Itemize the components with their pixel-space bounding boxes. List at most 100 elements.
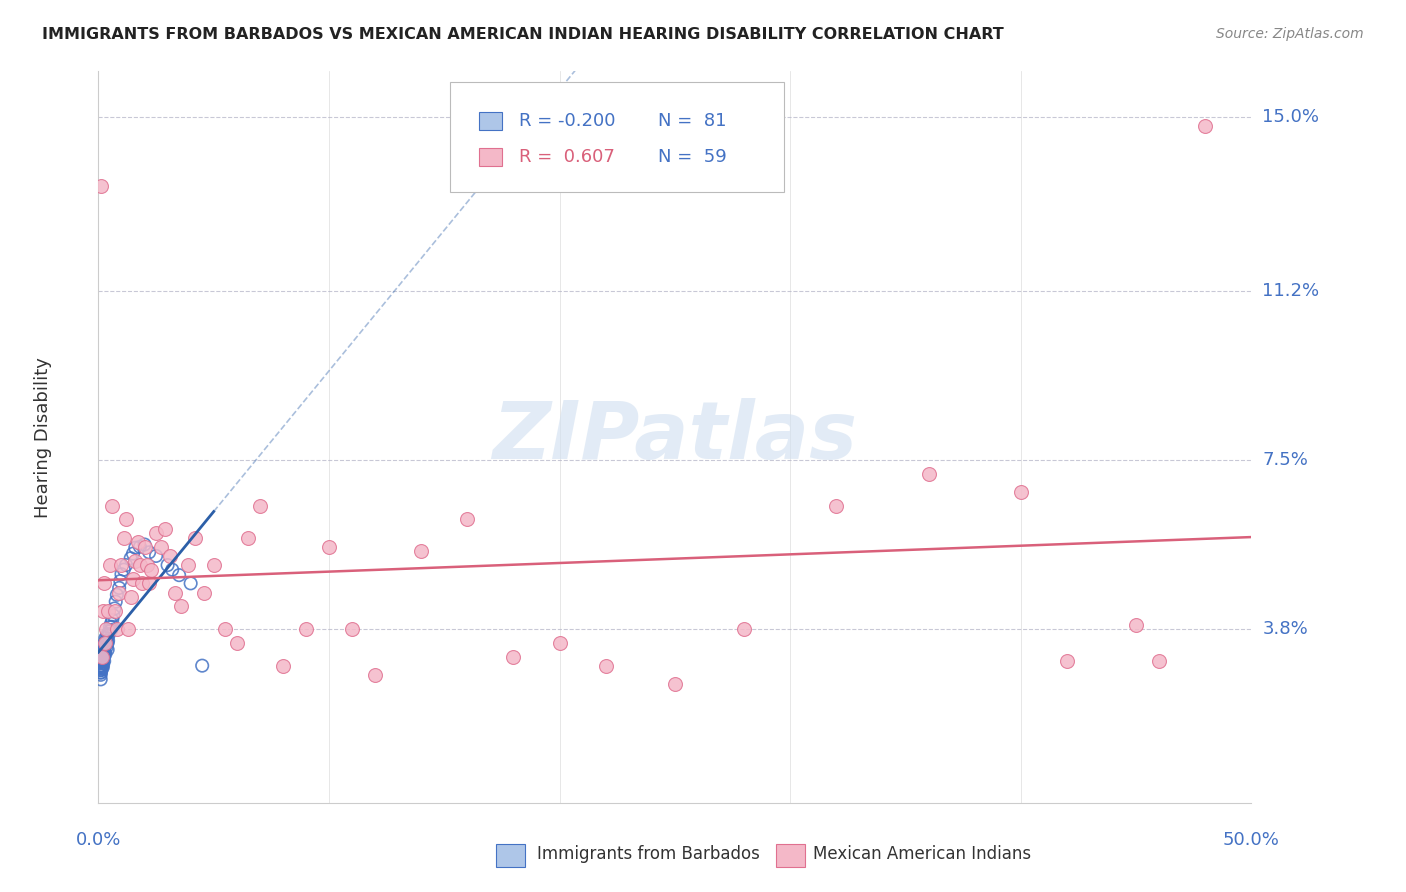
Point	[90, 665, 112, 680]
Point	[89, 649, 111, 664]
Point	[94, 636, 117, 650]
Point	[108, 581, 131, 595]
Point	[271, 658, 294, 673]
Point	[1125, 617, 1147, 632]
Point	[1010, 485, 1032, 500]
Text: Mexican American Indians: Mexican American Indians	[813, 845, 1032, 863]
Point	[91, 604, 114, 618]
Point	[156, 558, 179, 573]
Point	[202, 558, 225, 573]
Point	[917, 467, 939, 481]
Point	[456, 512, 478, 526]
Point	[89, 658, 111, 673]
Point	[825, 499, 848, 513]
Point	[90, 178, 112, 193]
Text: 0.0%: 0.0%	[76, 830, 121, 848]
Point	[90, 654, 112, 668]
Point	[115, 558, 138, 573]
Point	[90, 654, 112, 668]
Point	[105, 622, 128, 636]
Point	[127, 535, 149, 549]
Point	[90, 647, 112, 661]
Text: IMMIGRANTS FROM BARBADOS VS MEXICAN AMERICAN INDIAN HEARING DISABILITY CORRELATI: IMMIGRANTS FROM BARBADOS VS MEXICAN AMER…	[42, 27, 1004, 42]
Point	[177, 558, 200, 573]
Point	[340, 622, 363, 636]
Point	[138, 576, 160, 591]
Point	[155, 521, 177, 535]
Point	[112, 563, 135, 577]
Point	[167, 568, 190, 582]
Point	[225, 636, 247, 650]
Point	[159, 549, 181, 563]
Point	[91, 645, 114, 659]
Point	[96, 629, 118, 643]
FancyBboxPatch shape	[450, 82, 785, 192]
Point	[124, 541, 146, 555]
Point	[664, 677, 686, 691]
Point	[94, 647, 117, 661]
Point	[98, 624, 121, 639]
Point	[96, 633, 118, 648]
Point	[100, 616, 122, 631]
Point	[214, 622, 236, 636]
Point	[97, 626, 120, 640]
Point	[90, 663, 112, 677]
Point	[90, 647, 112, 661]
Point	[318, 540, 340, 554]
Point	[90, 652, 112, 666]
Point	[193, 585, 215, 599]
Point	[90, 662, 112, 676]
Point	[1147, 654, 1170, 668]
Text: R = -0.200: R = -0.200	[519, 112, 616, 129]
Point	[184, 531, 207, 545]
Point	[93, 576, 115, 591]
Point	[238, 531, 260, 545]
Text: N =  81: N = 81	[658, 112, 725, 129]
Text: Hearing Disability: Hearing Disability	[34, 357, 52, 517]
Point	[91, 661, 114, 675]
Point	[548, 636, 571, 650]
Point	[98, 558, 121, 573]
Point	[411, 544, 433, 558]
FancyBboxPatch shape	[776, 844, 806, 867]
Point	[145, 526, 167, 541]
Point	[138, 545, 160, 559]
Point	[90, 659, 112, 673]
Point	[90, 654, 112, 668]
Point	[101, 620, 124, 634]
Point	[93, 647, 115, 661]
Point	[131, 576, 153, 591]
Point	[108, 585, 131, 599]
Point	[91, 654, 114, 668]
Text: 3.8%: 3.8%	[1263, 620, 1308, 638]
Point	[191, 658, 214, 673]
Point	[103, 608, 125, 623]
Point	[90, 673, 112, 687]
Point	[122, 547, 145, 561]
Point	[135, 558, 157, 573]
Point	[90, 663, 112, 677]
Point	[90, 661, 112, 675]
Point	[163, 585, 186, 599]
Point	[134, 537, 156, 551]
Point	[101, 499, 124, 513]
Text: Immigrants from Barbados: Immigrants from Barbados	[537, 845, 759, 863]
Point	[124, 553, 146, 567]
Point	[90, 665, 112, 680]
Point	[91, 647, 114, 661]
Point	[96, 622, 118, 636]
Point	[93, 649, 115, 664]
Point	[97, 627, 120, 641]
Point	[115, 512, 138, 526]
Point	[1056, 654, 1078, 668]
Text: N =  59: N = 59	[658, 148, 727, 166]
Point	[94, 632, 117, 646]
Point	[91, 649, 114, 664]
Point	[120, 590, 142, 604]
Point	[94, 638, 117, 652]
Point	[104, 595, 127, 609]
Point	[91, 657, 114, 671]
Point	[103, 604, 125, 618]
Point	[122, 572, 145, 586]
Point	[100, 623, 122, 637]
